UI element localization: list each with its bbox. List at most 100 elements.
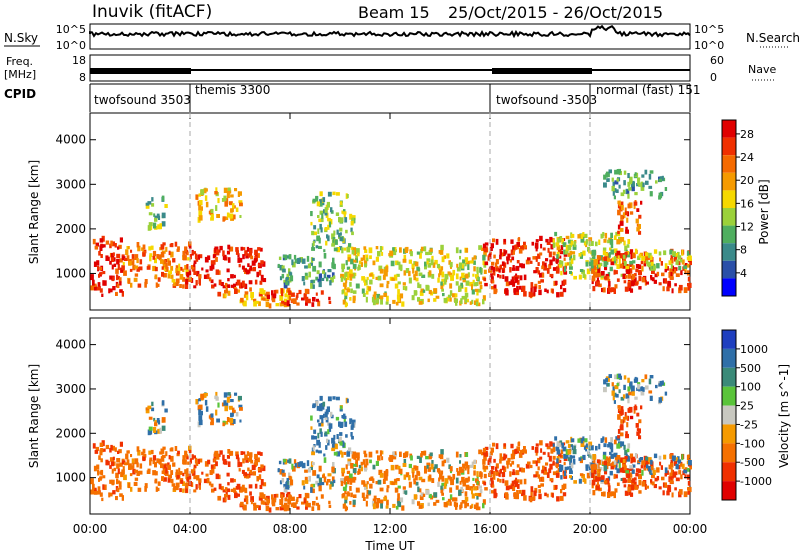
velocity-echo-cell — [315, 449, 319, 453]
velocity-echo-cell — [579, 473, 584, 477]
velocity-echo-cell — [175, 482, 180, 488]
velocity-echo-cell — [591, 472, 595, 479]
power-echo-cell — [483, 250, 487, 257]
velocity-echo-cell — [175, 469, 179, 474]
power-echo-cell — [115, 268, 119, 274]
power-echo-cell — [223, 195, 227, 202]
power-echo-cell — [578, 274, 582, 280]
velocity-echo-cell — [596, 476, 601, 482]
velocity-echo-cell — [626, 394, 630, 399]
power-echo-cell — [687, 286, 690, 291]
velocity-echo-cell — [606, 480, 610, 485]
velocity-echo-cell — [362, 459, 365, 465]
power-echo-cell — [512, 281, 516, 287]
colorbar-swatch — [722, 155, 736, 173]
power-echo-cell — [225, 198, 229, 204]
power-echo-cell — [376, 293, 381, 299]
power-echo-cell — [237, 253, 240, 258]
velocity-echo-cell — [516, 446, 520, 452]
velocity-echo-cell — [589, 465, 592, 471]
power-echo-cell — [476, 270, 479, 277]
power-echo-cell — [613, 235, 617, 240]
velocity-echo-cell — [160, 463, 164, 469]
power-echo-cell — [349, 275, 353, 281]
power-echo-cell — [154, 257, 157, 264]
power-echo-cell — [283, 302, 287, 306]
power-echo-cell — [482, 254, 486, 261]
power-echo-cell — [198, 274, 202, 279]
power-echo-cell — [503, 250, 508, 254]
velocity-echo-cell — [137, 450, 141, 456]
velocity-echo-cell — [525, 463, 530, 469]
velocity-echo-cell — [139, 463, 143, 469]
velocity-echo-cell — [346, 480, 350, 485]
velocity-echo-cell — [555, 473, 560, 478]
velocity-echo-cell — [139, 470, 143, 475]
velocity-echo-cell — [312, 488, 315, 494]
power-echo-cell — [535, 247, 538, 252]
velocity-echo-cell — [426, 462, 431, 467]
power-echo-cell — [346, 266, 351, 270]
power-echo-cell — [95, 242, 100, 247]
velocity-echo-cell — [442, 497, 445, 501]
velocity-echo-cell — [659, 380, 663, 385]
velocity-echo-cell — [625, 415, 628, 420]
power-echo-cell — [200, 206, 203, 211]
freq-trace-3 — [492, 68, 592, 74]
power-echo-cell — [102, 280, 105, 286]
power-echo-cell — [105, 255, 109, 261]
power-echo-cell — [552, 267, 557, 271]
velocity-echo-cell — [96, 490, 101, 495]
power-echo-cell — [284, 293, 288, 298]
velocity-echo-cell — [204, 461, 209, 467]
velocity-echo-cell — [352, 468, 357, 474]
velocity-echo-cell — [670, 474, 673, 481]
power-echo-cell — [482, 299, 485, 305]
power-echo-cell — [137, 245, 141, 252]
power-echo-cell — [353, 259, 357, 263]
velocity-echo-cell — [685, 467, 688, 471]
power-echo-cell — [425, 285, 430, 291]
power-echo-cell — [345, 193, 348, 199]
power-echo-cell — [656, 271, 660, 277]
power-echo-cell — [487, 255, 491, 261]
velocity-echo-cell — [303, 485, 306, 490]
velocity-echo-cell — [167, 462, 170, 467]
power-echo-cell — [291, 259, 294, 266]
velocity-echo-cell — [464, 496, 469, 502]
velocity-echo-cell — [161, 425, 166, 431]
power-echo-cell — [235, 250, 239, 255]
velocity-echo-cell — [534, 487, 538, 493]
power-echo-cell — [423, 246, 427, 252]
nave-bottom-tick: 0 — [710, 71, 717, 84]
velocity-echo-cell — [464, 467, 467, 471]
power-echo-cell — [100, 254, 103, 258]
power-echo-cell — [101, 293, 104, 297]
power-echo-cell — [218, 279, 222, 286]
velocity-echo-cell — [329, 426, 332, 432]
power-echo-cell — [281, 265, 285, 272]
velocity-echo-cell — [451, 497, 456, 502]
velocity-echo-cell — [246, 451, 249, 457]
power-echo-cell — [198, 281, 201, 286]
power-echo-cell — [113, 263, 117, 267]
power-echo-cell — [123, 258, 128, 261]
velocity-echo-cell — [678, 470, 682, 475]
power-echo-cell — [646, 260, 649, 265]
velocity-echo-cell — [503, 454, 508, 458]
velocity-echo-cell — [578, 457, 582, 461]
power-echo-cell — [362, 254, 365, 261]
velocity-echo-cell — [235, 454, 239, 460]
power-echo-cell — [664, 263, 668, 269]
power-echo-cell — [402, 282, 406, 286]
velocity-echo-cell — [224, 405, 228, 412]
velocity-echo-cell — [386, 499, 389, 506]
power-echo-cell — [609, 266, 613, 272]
velocity-echo-cell — [283, 486, 288, 493]
power-echo-cell — [449, 261, 453, 268]
velocity-echo-cell — [542, 465, 545, 471]
power-echo-cell — [222, 285, 227, 289]
velocity-echo-cell — [505, 485, 510, 491]
power-echo-cell — [537, 270, 541, 275]
velocity-echo-cell — [604, 468, 608, 475]
